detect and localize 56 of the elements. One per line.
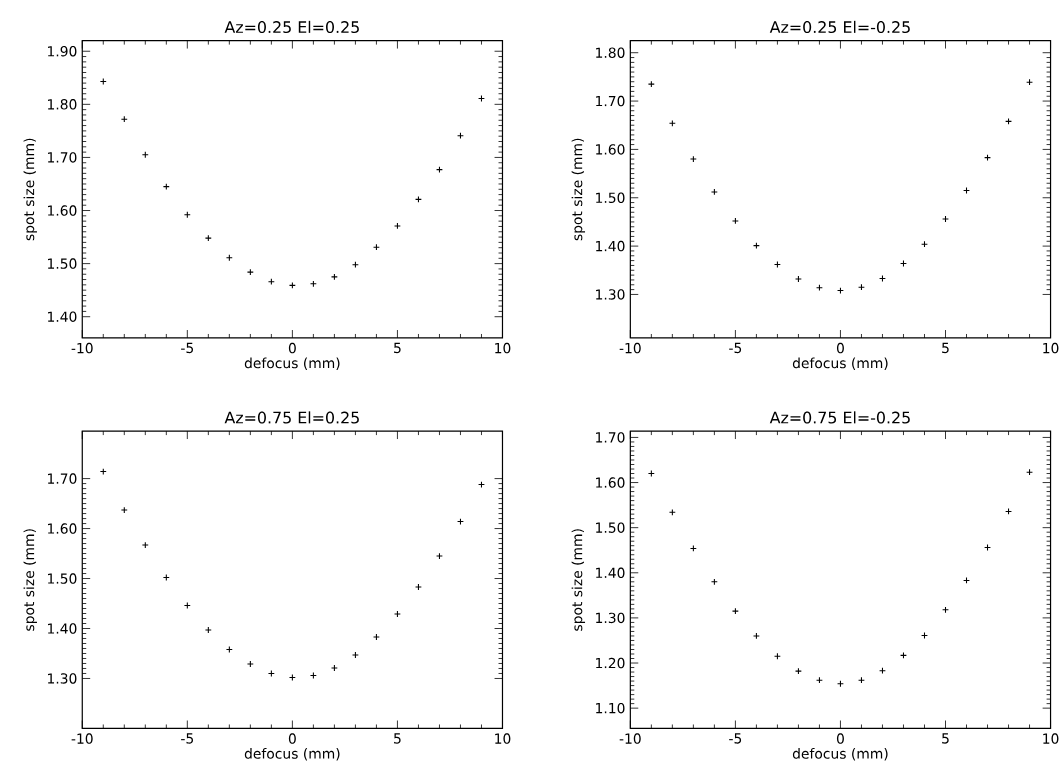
y-tick-label: 1.10 <box>596 702 625 714</box>
y-tick-label: 1.70 <box>48 152 77 163</box>
x-tick-label: 10 <box>1043 342 1059 354</box>
x-axis-title: defocus (mm) <box>244 748 340 761</box>
x-axis-title: defocus (mm) <box>244 357 340 370</box>
y-tick-label: 1.50 <box>48 573 77 584</box>
chart-title: Az=0.75 El=0.25 <box>224 411 359 424</box>
y-tick-label: 1.20 <box>596 657 625 669</box>
y-tick-label: 1.50 <box>596 192 625 203</box>
x-tick-label: 5 <box>394 733 401 744</box>
y-tick-label: 1.80 <box>48 99 77 110</box>
y-tick-label: 1.50 <box>48 258 77 269</box>
x-tick-label: -10 <box>619 733 641 744</box>
x-tick-label: -5 <box>181 733 194 744</box>
y-tick-label: 1.60 <box>596 477 625 488</box>
y-tick-label: 1.90 <box>48 45 77 57</box>
x-tick-label: 0 <box>836 733 844 744</box>
x-tick-label: -10 <box>619 342 641 354</box>
y-tick-label: 1.40 <box>48 623 77 634</box>
x-tick-label: -5 <box>729 733 742 744</box>
y-tick-label: 1.80 <box>596 47 625 58</box>
y-tick-label: 1.60 <box>596 144 625 155</box>
y-tick-label: 1.60 <box>48 205 77 216</box>
y-tick-label: 1.40 <box>48 311 77 322</box>
y-axis-title: spot size (mm) <box>571 529 586 631</box>
x-tick-label: -10 <box>71 342 93 354</box>
x-tick-label: -10 <box>71 733 93 744</box>
y-axis-title: spot size (mm) <box>23 138 37 241</box>
chart-title: Az=0.25 El=0.25 <box>224 20 359 34</box>
x-tick-label: 5 <box>942 733 949 744</box>
y-tick-label: 1.40 <box>596 240 625 252</box>
y-axis-title: spot size (mm) <box>571 138 586 241</box>
y-tick-label: 1.70 <box>48 473 77 484</box>
x-tick-label: 10 <box>495 733 511 744</box>
y-tick-label: 1.30 <box>48 673 77 684</box>
x-tick-label: 0 <box>288 342 296 354</box>
chart-title: Az=0.75 El=-0.25 <box>769 411 910 424</box>
x-tick-label: 0 <box>288 733 296 744</box>
x-tick-label: 10 <box>1043 733 1059 744</box>
y-tick-label: 1.30 <box>596 289 625 300</box>
x-tick-label: 10 <box>495 342 511 354</box>
y-tick-label: 1.30 <box>596 612 625 624</box>
x-tick-label: 0 <box>836 342 844 354</box>
y-axis-title: spot size (mm) <box>23 529 37 631</box>
y-tick-label: 1.70 <box>596 95 625 107</box>
x-tick-label: -5 <box>729 342 742 354</box>
y-tick-label: 1.40 <box>596 567 625 579</box>
x-tick-label: 5 <box>942 342 949 354</box>
y-tick-label: 1.50 <box>596 522 625 533</box>
chart-title: Az=0.25 El=-0.25 <box>769 20 910 34</box>
x-axis-title: defocus (mm) <box>792 357 888 370</box>
y-tick-label: 1.60 <box>48 523 77 534</box>
x-tick-label: -5 <box>181 342 194 354</box>
x-axis-title: defocus (mm) <box>792 748 888 761</box>
y-tick-label: 1.70 <box>596 432 625 443</box>
x-tick-label: 5 <box>394 342 401 354</box>
